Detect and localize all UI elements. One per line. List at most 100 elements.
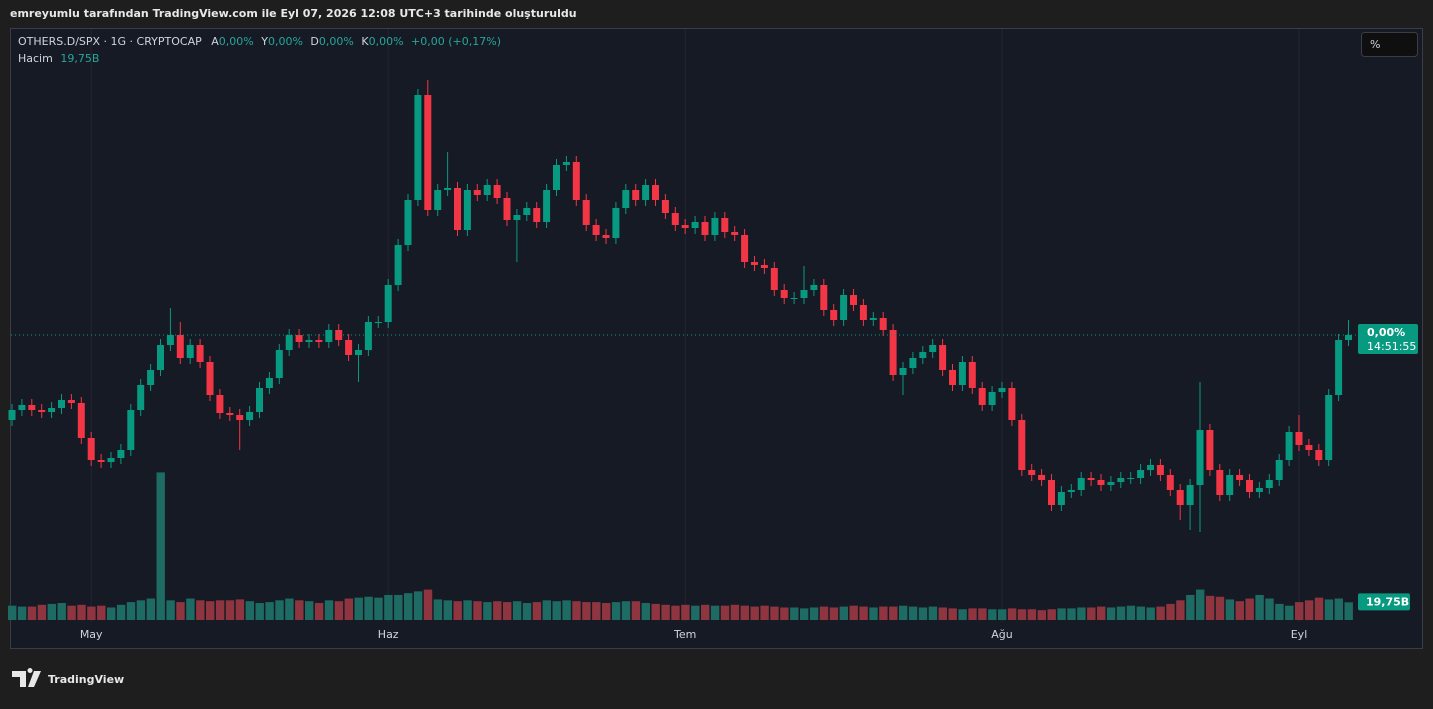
candle-body — [1028, 470, 1036, 475]
candle-body — [137, 385, 145, 410]
candle-body — [384, 285, 392, 322]
volume-bar — [126, 602, 136, 620]
volume-bar — [809, 607, 819, 620]
volume-bar — [37, 604, 47, 620]
volume-bar — [691, 605, 700, 620]
volume-bar — [710, 605, 720, 620]
candle-body — [1305, 445, 1313, 450]
volume-bar — [334, 601, 344, 620]
volume-bar — [77, 604, 86, 620]
candle-body — [850, 295, 857, 305]
volume-bar — [146, 598, 155, 620]
candle-body — [691, 222, 699, 228]
candle-body — [236, 415, 244, 420]
candle-body — [1127, 478, 1135, 479]
volume-value-label: 19,75B — [1366, 595, 1409, 608]
volume-bar — [503, 602, 512, 620]
change: +0,00 (+0,17%) — [411, 35, 501, 48]
header-title: emreyumlu tarafından TradingView.com ile… — [10, 7, 577, 20]
candle-body — [374, 322, 382, 323]
volume-bar — [186, 598, 195, 620]
volume-bar — [1285, 605, 1294, 620]
candle-body — [345, 340, 353, 355]
volume-bar — [67, 605, 76, 620]
x-tick-label: May — [80, 628, 103, 641]
volume-bar — [611, 602, 621, 620]
volume-bar — [1017, 609, 1027, 620]
candle-body — [1147, 465, 1154, 470]
volume-bar — [651, 603, 660, 620]
volume-bar — [641, 603, 650, 620]
volume-bar — [899, 605, 908, 620]
candle-body — [790, 298, 798, 299]
volume-bar — [1106, 607, 1116, 620]
candle-body — [830, 310, 838, 320]
volume-bar — [582, 602, 591, 620]
volume-bar — [344, 598, 353, 620]
volume-bar — [364, 596, 373, 620]
candle-body — [899, 368, 907, 375]
volume-bar — [938, 607, 947, 620]
volume-bar — [918, 607, 928, 620]
volume-bar — [285, 598, 294, 620]
candle-body — [87, 438, 95, 460]
volume-bar — [1176, 600, 1185, 620]
volume-bar — [1007, 608, 1017, 620]
volume-bar — [394, 594, 403, 620]
candle-body — [1226, 475, 1234, 495]
volume-bar — [116, 604, 126, 620]
candle-body — [553, 165, 560, 190]
ohlc-key: A — [211, 35, 219, 48]
volume-bar — [314, 603, 324, 620]
volume-bar — [374, 597, 383, 620]
volume-bar — [404, 593, 413, 620]
candle-body — [1018, 420, 1026, 470]
candle-body — [751, 262, 758, 265]
candle-body — [1048, 480, 1055, 505]
volume-bar — [770, 606, 779, 620]
candle-body — [1275, 460, 1283, 480]
candle-body — [315, 340, 323, 342]
scale-button[interactable] — [1361, 32, 1418, 57]
volume-bar — [532, 602, 542, 620]
candle-body — [117, 450, 125, 458]
scale-button-label[interactable]: % — [1370, 38, 1380, 51]
volume-bar — [136, 600, 146, 620]
candle-body — [1117, 478, 1125, 482]
symbol: OTHERS.D/SPX · 1G · CRYPTOCAP — [18, 35, 202, 48]
volume-bar — [859, 606, 868, 620]
candle-body — [632, 190, 640, 200]
ohlc-key: D — [310, 35, 318, 48]
volume-value-box — [1358, 593, 1410, 611]
candle-body — [216, 395, 224, 413]
candle-body — [1008, 388, 1016, 420]
volume-bar — [245, 601, 254, 620]
volume-legend: Hacim 19,75B — [18, 52, 99, 65]
volume-bar — [631, 601, 641, 620]
candle-body — [1097, 480, 1105, 485]
candle-body — [582, 200, 590, 225]
candle-body — [810, 285, 818, 290]
volume-bar — [1334, 598, 1343, 620]
candle-body — [107, 458, 115, 462]
candle-body — [58, 400, 65, 408]
volume-bar — [196, 600, 205, 620]
volume-bar — [1136, 606, 1145, 620]
candle-body — [1186, 485, 1194, 505]
volume-bar — [8, 605, 17, 620]
volume-title: Hacim — [18, 52, 53, 65]
volume-bar — [790, 607, 799, 620]
ohlc-value: 0,00% — [219, 35, 254, 48]
volume-bar — [1186, 594, 1195, 620]
candle-body — [562, 162, 570, 165]
volume-bar — [107, 607, 116, 620]
volume-value: 19,75B — [60, 52, 99, 65]
volume-bar — [423, 589, 433, 620]
candle-body — [919, 352, 927, 358]
candle-body — [939, 345, 947, 370]
volume-bar — [720, 605, 730, 620]
candle-body — [840, 295, 848, 320]
candle-body — [949, 370, 956, 385]
volume-bar — [849, 605, 858, 620]
